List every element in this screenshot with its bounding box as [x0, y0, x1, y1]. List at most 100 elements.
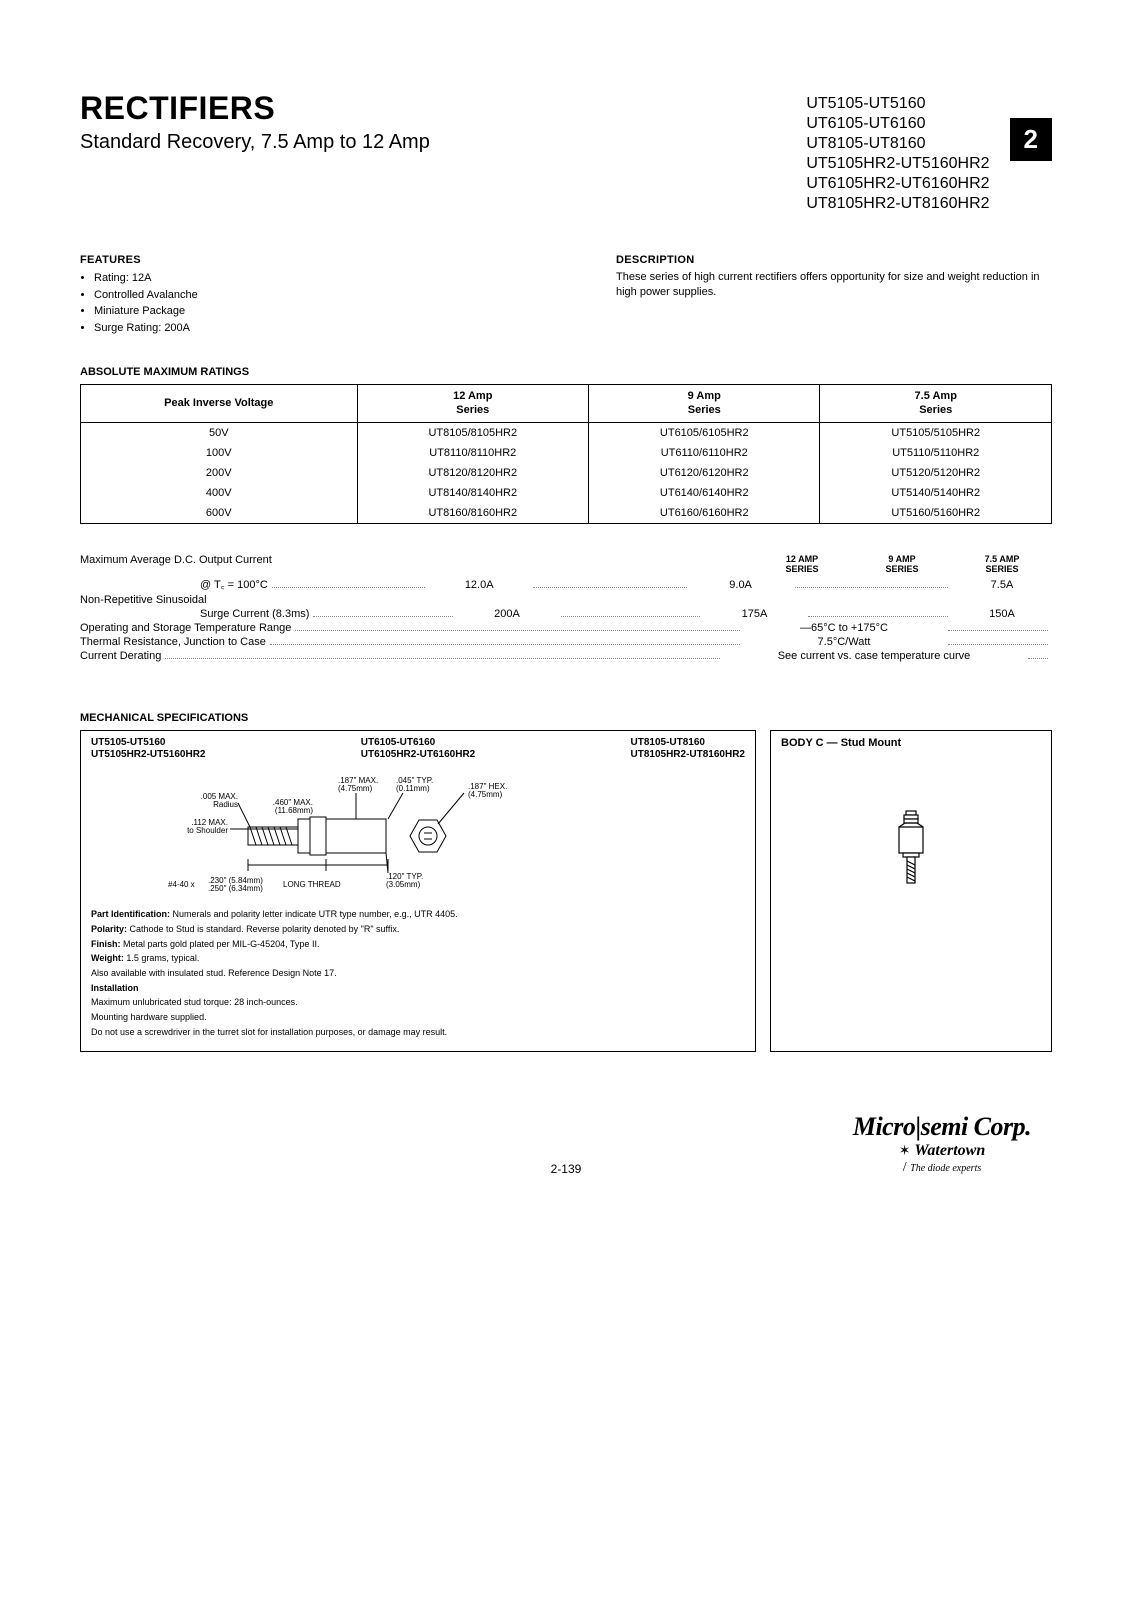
- mech-col-label: UT6105-UT6160: [361, 737, 476, 749]
- table-cell: UT6110/6110HR2: [589, 443, 820, 463]
- table-row: 600VUT8160/8160HR2UT6160/6160HR2UT5160/5…: [81, 503, 1052, 524]
- table-cell: 50V: [81, 422, 358, 443]
- table-cell: UT5110/5110HR2: [820, 443, 1052, 463]
- mech-note: Finish: Metal parts gold plated per MIL-…: [91, 939, 745, 951]
- table-cell: 200V: [81, 463, 358, 483]
- mech-notes: Part Identification: Numerals and polari…: [91, 909, 745, 1038]
- mech-left-panel: UT5105-UT5160 UT5105HR2-UT5160HR2 UT6105…: [80, 730, 756, 1052]
- mech-right-panel: BODY C — Stud Mount: [770, 730, 1052, 1052]
- part-number: UT8105HR2-UT8160HR2: [806, 194, 989, 214]
- spec-value: 150A: [952, 608, 1052, 620]
- header-row: RECTIFIERS Standard Recovery, 7.5 Amp to…: [80, 90, 1052, 214]
- mech-col-label: UT5105-UT5160: [91, 737, 206, 749]
- part-number-list: UT5105-UT5160 UT6105-UT6160 UT8105-UT816…: [806, 94, 989, 214]
- features-heading: FEATURES: [80, 254, 516, 266]
- table-cell: UT8110/8110HR2: [357, 443, 588, 463]
- spec-label: @ T꜀ = 100°C: [80, 577, 268, 592]
- col-header: Peak Inverse Voltage: [81, 385, 358, 423]
- specs-block: Maximum Average D.C. Output Current 12 A…: [80, 554, 1052, 663]
- logo-sub: ✶ Watertown: [832, 1142, 1052, 1160]
- mech-col-label: UT8105HR2-UT8160HR2: [631, 749, 746, 761]
- svg-text:LONG THREAD: LONG THREAD: [283, 880, 341, 889]
- table-row: 50VUT8105/8105HR2UT6105/6105HR2UT5105/51…: [81, 422, 1052, 443]
- svg-text:#4-40 x: #4-40 x: [168, 880, 195, 889]
- feature-item: Controlled Avalanche: [94, 287, 516, 304]
- spec-value: 175A: [704, 608, 804, 620]
- mech-note: Mounting hardware supplied.: [91, 1012, 745, 1024]
- feature-item: Surge Rating: 200A: [94, 320, 516, 337]
- feature-item: Rating: 12A: [94, 270, 516, 287]
- spec-value: 12.0A: [429, 579, 529, 591]
- table-cell: UT5160/5160HR2: [820, 503, 1052, 524]
- body-c-title: BODY C — Stud Mount: [781, 737, 1041, 749]
- spec-label: Current Derating: [80, 650, 161, 662]
- table-row: 100VUT8110/8110HR2UT6110/6110HR2UT5110/5…: [81, 443, 1052, 463]
- mech-note: Also available with insulated stud. Refe…: [91, 968, 745, 980]
- table-cell: UT5120/5120HR2: [820, 463, 1052, 483]
- part-number: UT6105HR2-UT6160HR2: [806, 174, 989, 194]
- svg-text:Radius: Radius: [213, 800, 238, 809]
- mech-note: Installation: [91, 983, 745, 995]
- mech-note: Maximum unlubricated stud torque: 28 inc…: [91, 997, 745, 1009]
- subtitle: Standard Recovery, 7.5 Amp to 12 Amp: [80, 131, 766, 154]
- section-badge: 2: [1010, 118, 1052, 161]
- table-row: 200VUT8120/8120HR2UT6120/6120HR2UT5120/5…: [81, 463, 1052, 483]
- table-cell: UT5140/5140HR2: [820, 483, 1052, 503]
- description-text: These series of high current rectifiers …: [616, 270, 1052, 301]
- spec-label: Thermal Resistance, Junction to Case: [80, 636, 266, 648]
- table-cell: UT8140/8140HR2: [357, 483, 588, 503]
- mech-col-label: UT8105-UT8160: [631, 737, 746, 749]
- svg-text:(11.68mm): (11.68mm): [275, 806, 313, 815]
- spec-col-header: 9 AMPSERIES: [852, 554, 952, 576]
- part-number: UT5105-UT5160: [806, 94, 989, 114]
- spec-label: Non-Repetitive Sinusoidal: [80, 594, 207, 606]
- svg-text:(4.75mm): (4.75mm): [338, 784, 373, 793]
- company-logo: Micro|semi Corp. ✶ Watertown / The diode…: [832, 1112, 1052, 1176]
- table-header-row: Peak Inverse Voltage 12 AmpSeries 9 AmpS…: [81, 385, 1052, 423]
- table-cell: UT6105/6105HR2: [589, 422, 820, 443]
- mech-note: Weight: 1.5 grams, typical.: [91, 953, 745, 965]
- stud-mount-icon: [781, 749, 1041, 979]
- part-number: UT8105-UT8160: [806, 134, 989, 154]
- spec-label: Maximum Average D.C. Output Current: [80, 554, 752, 576]
- logo-main: Micro|semi Corp.: [832, 1112, 1052, 1142]
- ratings-heading: ABSOLUTE MAXIMUM RATINGS: [80, 366, 1052, 378]
- svg-text:.250" (6.34mm): .250" (6.34mm): [208, 884, 263, 893]
- feature-item: Miniature Package: [94, 303, 516, 320]
- part-number: UT6105-UT6160: [806, 114, 989, 134]
- ratings-table: Peak Inverse Voltage 12 AmpSeries 9 AmpS…: [80, 384, 1052, 524]
- features-list: Rating: 12A Controlled Avalanche Miniatu…: [80, 270, 516, 336]
- mech-col-label: UT6105HR2-UT6160HR2: [361, 749, 476, 761]
- col-header: 7.5 AmpSeries: [820, 385, 1052, 423]
- table-cell: UT6120/6120HR2: [589, 463, 820, 483]
- description-heading: DESCRIPTION: [616, 254, 1052, 266]
- col-header: 9 AmpSeries: [589, 385, 820, 423]
- spec-label: Surge Current (8.3ms): [80, 608, 309, 620]
- table-cell: UT8105/8105HR2: [357, 422, 588, 443]
- spec-value: —65°C to +175°C: [744, 622, 944, 634]
- table-cell: 100V: [81, 443, 358, 463]
- part-number: UT5105HR2-UT5160HR2: [806, 154, 989, 174]
- main-title: RECTIFIERS: [80, 90, 766, 127]
- mech-note: Polarity: Cathode to Stud is standard. R…: [91, 924, 745, 936]
- svg-text:(3.05mm): (3.05mm): [386, 880, 421, 889]
- spec-value: See current vs. case temperature curve: [724, 650, 1024, 662]
- spec-col-header: 7.5 AMPSERIES: [952, 554, 1052, 576]
- col-header: 12 AmpSeries: [357, 385, 588, 423]
- spec-label: Operating and Storage Temperature Range: [80, 622, 291, 634]
- table-cell: UT6160/6160HR2: [589, 503, 820, 524]
- spec-value: 7.5°C/Watt: [744, 636, 944, 648]
- table-cell: 400V: [81, 483, 358, 503]
- mech-note: Do not use a screwdriver in the turret s…: [91, 1027, 745, 1039]
- spec-col-header: 12 AMPSERIES: [752, 554, 852, 576]
- logo-tagline: / The diode experts: [832, 1160, 1052, 1176]
- table-cell: UT8160/8160HR2: [357, 503, 588, 524]
- svg-text:(4.75mm): (4.75mm): [468, 790, 503, 799]
- spec-value: 9.0A: [691, 579, 791, 591]
- table-cell: UT6140/6140HR2: [589, 483, 820, 503]
- table-cell: UT8120/8120HR2: [357, 463, 588, 483]
- table-cell: UT5105/5105HR2: [820, 422, 1052, 443]
- spec-value: 7.5A: [952, 579, 1052, 591]
- table-row: 400VUT8140/8140HR2UT6140/6140HR2UT5140/5…: [81, 483, 1052, 503]
- table-cell: 600V: [81, 503, 358, 524]
